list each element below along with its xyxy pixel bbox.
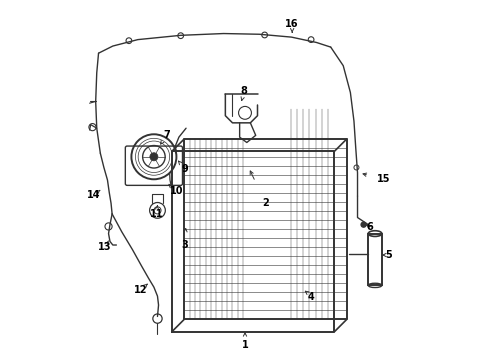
Text: 10: 10 [170, 186, 183, 197]
Circle shape [150, 153, 158, 161]
Text: 6: 6 [366, 222, 373, 232]
Text: 14: 14 [87, 190, 100, 200]
Bar [368, 234, 382, 285]
Text: 2: 2 [262, 198, 269, 208]
Text: 11: 11 [149, 209, 163, 219]
Text: 4: 4 [308, 292, 315, 302]
Text: 13: 13 [98, 242, 112, 252]
Circle shape [361, 222, 366, 227]
Text: 12: 12 [134, 285, 147, 295]
Text: 1: 1 [242, 340, 248, 350]
Text: 5: 5 [385, 250, 392, 260]
Text: 15: 15 [377, 174, 391, 184]
Text: 8: 8 [241, 86, 248, 96]
Text: 9: 9 [182, 163, 188, 174]
Text: 3: 3 [181, 240, 188, 250]
Text: 7: 7 [164, 130, 171, 140]
Text: 16: 16 [285, 19, 299, 29]
